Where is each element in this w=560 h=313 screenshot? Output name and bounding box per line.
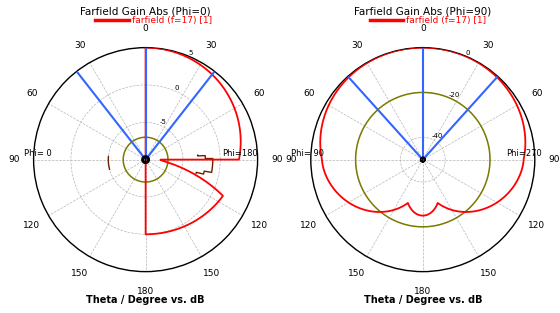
- Text: Phi=270: Phi=270: [506, 149, 542, 158]
- Text: farfield (f=17) [1]: farfield (f=17) [1]: [406, 16, 486, 25]
- Text: Theta / Degree vs. dB: Theta / Degree vs. dB: [86, 295, 205, 305]
- Text: farfield (f=17) [1]: farfield (f=17) [1]: [132, 16, 212, 25]
- Title: Farfield Gain Abs (Phi=90): Farfield Gain Abs (Phi=90): [354, 6, 492, 16]
- Bar: [142, 156, 150, 163]
- Text: Phi=180: Phi=180: [222, 149, 258, 158]
- Title: Farfield Gain Abs (Phi=0): Farfield Gain Abs (Phi=0): [80, 6, 211, 16]
- Text: Theta / Degree vs. dB: Theta / Degree vs. dB: [363, 295, 482, 305]
- Text: Phi= 0: Phi= 0: [24, 149, 52, 158]
- Bar: [421, 157, 425, 162]
- Text: Phi= 90: Phi= 90: [291, 149, 324, 158]
